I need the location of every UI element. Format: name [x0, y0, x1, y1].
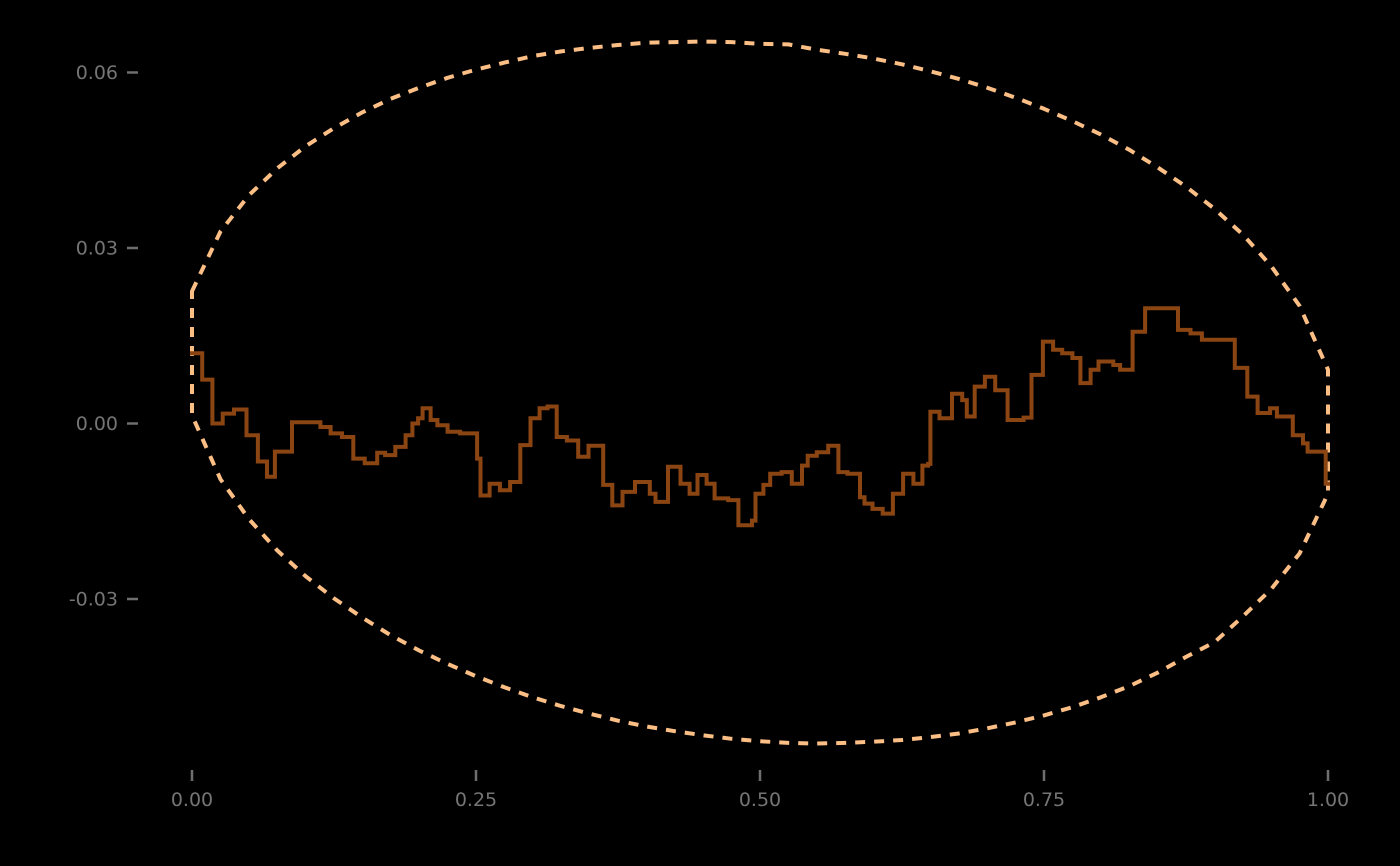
x-axis: 0.00 0.25 0.50 0.75 1.00	[171, 770, 1349, 811]
x-tick-label: 1.00	[1307, 789, 1349, 811]
y-tick-label: 0.06	[76, 62, 118, 84]
x-tick-label: 0.75	[1023, 789, 1065, 811]
x-tick-label: 0.25	[455, 789, 497, 811]
y-axis: 0.06 0.03 0.00 -0.03	[69, 62, 138, 611]
x-tick-label: 0.50	[739, 789, 781, 811]
y-tick-label: -0.03	[69, 589, 118, 611]
x-tick-label: 0.00	[171, 789, 213, 811]
confidence-envelope-dashed-curve	[190, 39, 1330, 746]
empirical-step-line	[190, 306, 1330, 528]
y-tick-label: 0.00	[76, 413, 118, 435]
y-tick-label: 0.03	[76, 238, 118, 260]
